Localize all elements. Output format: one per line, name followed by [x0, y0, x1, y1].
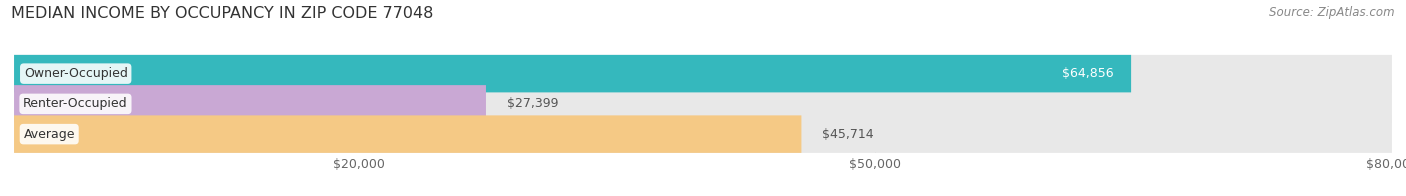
FancyBboxPatch shape	[14, 115, 1392, 153]
Text: Average: Average	[24, 128, 75, 141]
Text: MEDIAN INCOME BY OCCUPANCY IN ZIP CODE 77048: MEDIAN INCOME BY OCCUPANCY IN ZIP CODE 7…	[11, 6, 433, 21]
Text: $64,856: $64,856	[1063, 67, 1114, 80]
Text: $45,714: $45,714	[823, 128, 873, 141]
FancyBboxPatch shape	[14, 55, 1130, 92]
Text: $27,399: $27,399	[506, 97, 558, 110]
Text: Renter-Occupied: Renter-Occupied	[22, 97, 128, 110]
Text: Source: ZipAtlas.com: Source: ZipAtlas.com	[1270, 6, 1395, 19]
FancyBboxPatch shape	[14, 85, 1392, 123]
FancyBboxPatch shape	[14, 115, 801, 153]
Text: Owner-Occupied: Owner-Occupied	[24, 67, 128, 80]
FancyBboxPatch shape	[14, 85, 486, 123]
FancyBboxPatch shape	[14, 55, 1392, 92]
